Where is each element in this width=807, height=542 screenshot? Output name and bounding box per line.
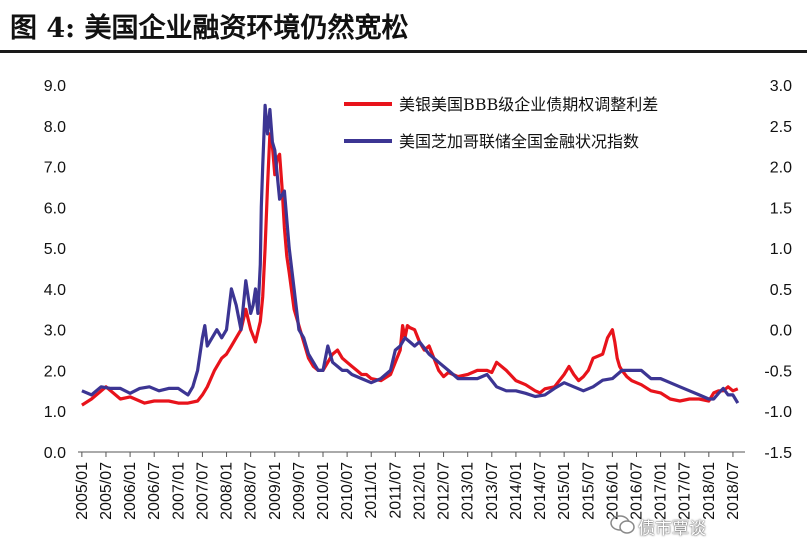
- y-left-tick-label: 7.0: [44, 160, 66, 177]
- x-tick-label: 2009/01: [267, 462, 284, 520]
- x-tick-label: 2009/07: [291, 462, 308, 520]
- x-tick-label: 2013/07: [484, 462, 501, 520]
- x-tick-label: 2005/01: [74, 462, 91, 520]
- x-tick-label: 2010/01: [315, 462, 332, 520]
- x-tick-label: 2011/01: [363, 462, 380, 519]
- y-right-tick-label: -1.5: [764, 445, 792, 462]
- x-tick-label: 2008/07: [243, 462, 260, 520]
- y-left-tick-label: 8.0: [44, 119, 66, 136]
- title-rule: [0, 50, 807, 53]
- legend: 美银美国BBB级企业债期权调整利差 美国芝加哥联储全国金融状况指数: [344, 95, 658, 151]
- x-tick-label: 2017/01: [653, 462, 670, 520]
- x-tick-label: 2012/01: [411, 462, 428, 520]
- y-left-tick-label: 4.0: [44, 282, 66, 299]
- series-layer: [81, 103, 740, 407]
- x-tick-label: 2010/07: [339, 462, 356, 520]
- wechat-icon: [610, 515, 635, 534]
- series-line-bbb-spread: [81, 132, 739, 407]
- x-tick-label: 2008/01: [219, 462, 236, 520]
- y-left-tick-label: 2.0: [44, 363, 66, 380]
- y-right-tick-label: 0.5: [770, 282, 792, 299]
- x-tick-label: 2005/07: [98, 462, 115, 520]
- x-tick-label: 2016/07: [628, 462, 645, 520]
- x-tick-label: 2014/07: [532, 462, 549, 520]
- y-right-tick-label: 1.0: [770, 241, 792, 258]
- y-left-tick-label: 5.0: [44, 241, 66, 258]
- x-tick-label: 2016/01: [604, 462, 621, 520]
- x-tick-label: 2015/07: [580, 462, 597, 520]
- y-right-tick-label: 2.5: [770, 119, 792, 136]
- y-right-tick-label: -0.5: [764, 363, 792, 380]
- x-tick-label: 2006/07: [146, 462, 163, 520]
- x-tick-label: 2017/07: [677, 462, 694, 520]
- y-right-tick-label: 0.0: [770, 323, 792, 340]
- x-tick-label: 2007/01: [170, 462, 187, 520]
- x-tick-label: 2006/01: [122, 462, 139, 520]
- y-left-tick-label: 6.0: [44, 200, 66, 217]
- y-left-tick-label: 9.0: [44, 78, 66, 95]
- y-left-tick-label: 3.0: [44, 323, 66, 340]
- axes-layer: 0.0 1.0 2.0 3.0 4.0 5.0 6.0 7.0 8.0 9.0 -1.5 -1.0 -0…: [44, 78, 792, 520]
- legend-label-blue: 美国芝加哥联储全国金融状况指数: [399, 132, 639, 151]
- y-left-tick-label: 0.0: [44, 445, 66, 462]
- y-left-tick-label: 1.0: [44, 404, 66, 421]
- y-right-tick-label: 3.0: [770, 78, 792, 95]
- x-tick-label: 2018/01: [701, 462, 718, 520]
- y-right-tick-label: 1.5: [770, 200, 792, 217]
- x-tick-label: 2013/01: [460, 462, 477, 520]
- x-tick-label: 2018/07: [725, 462, 742, 520]
- x-tick-label: 2007/07: [194, 462, 211, 520]
- y-right-tick-label: 2.0: [770, 160, 792, 177]
- series-line-nfci: [81, 103, 740, 404]
- figure-title: 图 4: 美国企业融资环境仍然宽松: [10, 13, 409, 44]
- y-right-tick-label: -1.0: [764, 404, 792, 421]
- legend-label-red: 美银美国BBB级企业债期权调整利差: [399, 95, 658, 114]
- x-tick-label: 2014/01: [508, 462, 525, 520]
- watermark-text: 债市覃谈: [638, 519, 706, 539]
- x-tick-label: 2015/01: [556, 462, 573, 520]
- x-tick-label: 2012/07: [436, 462, 453, 520]
- x-tick-label: 2011/07: [387, 462, 404, 519]
